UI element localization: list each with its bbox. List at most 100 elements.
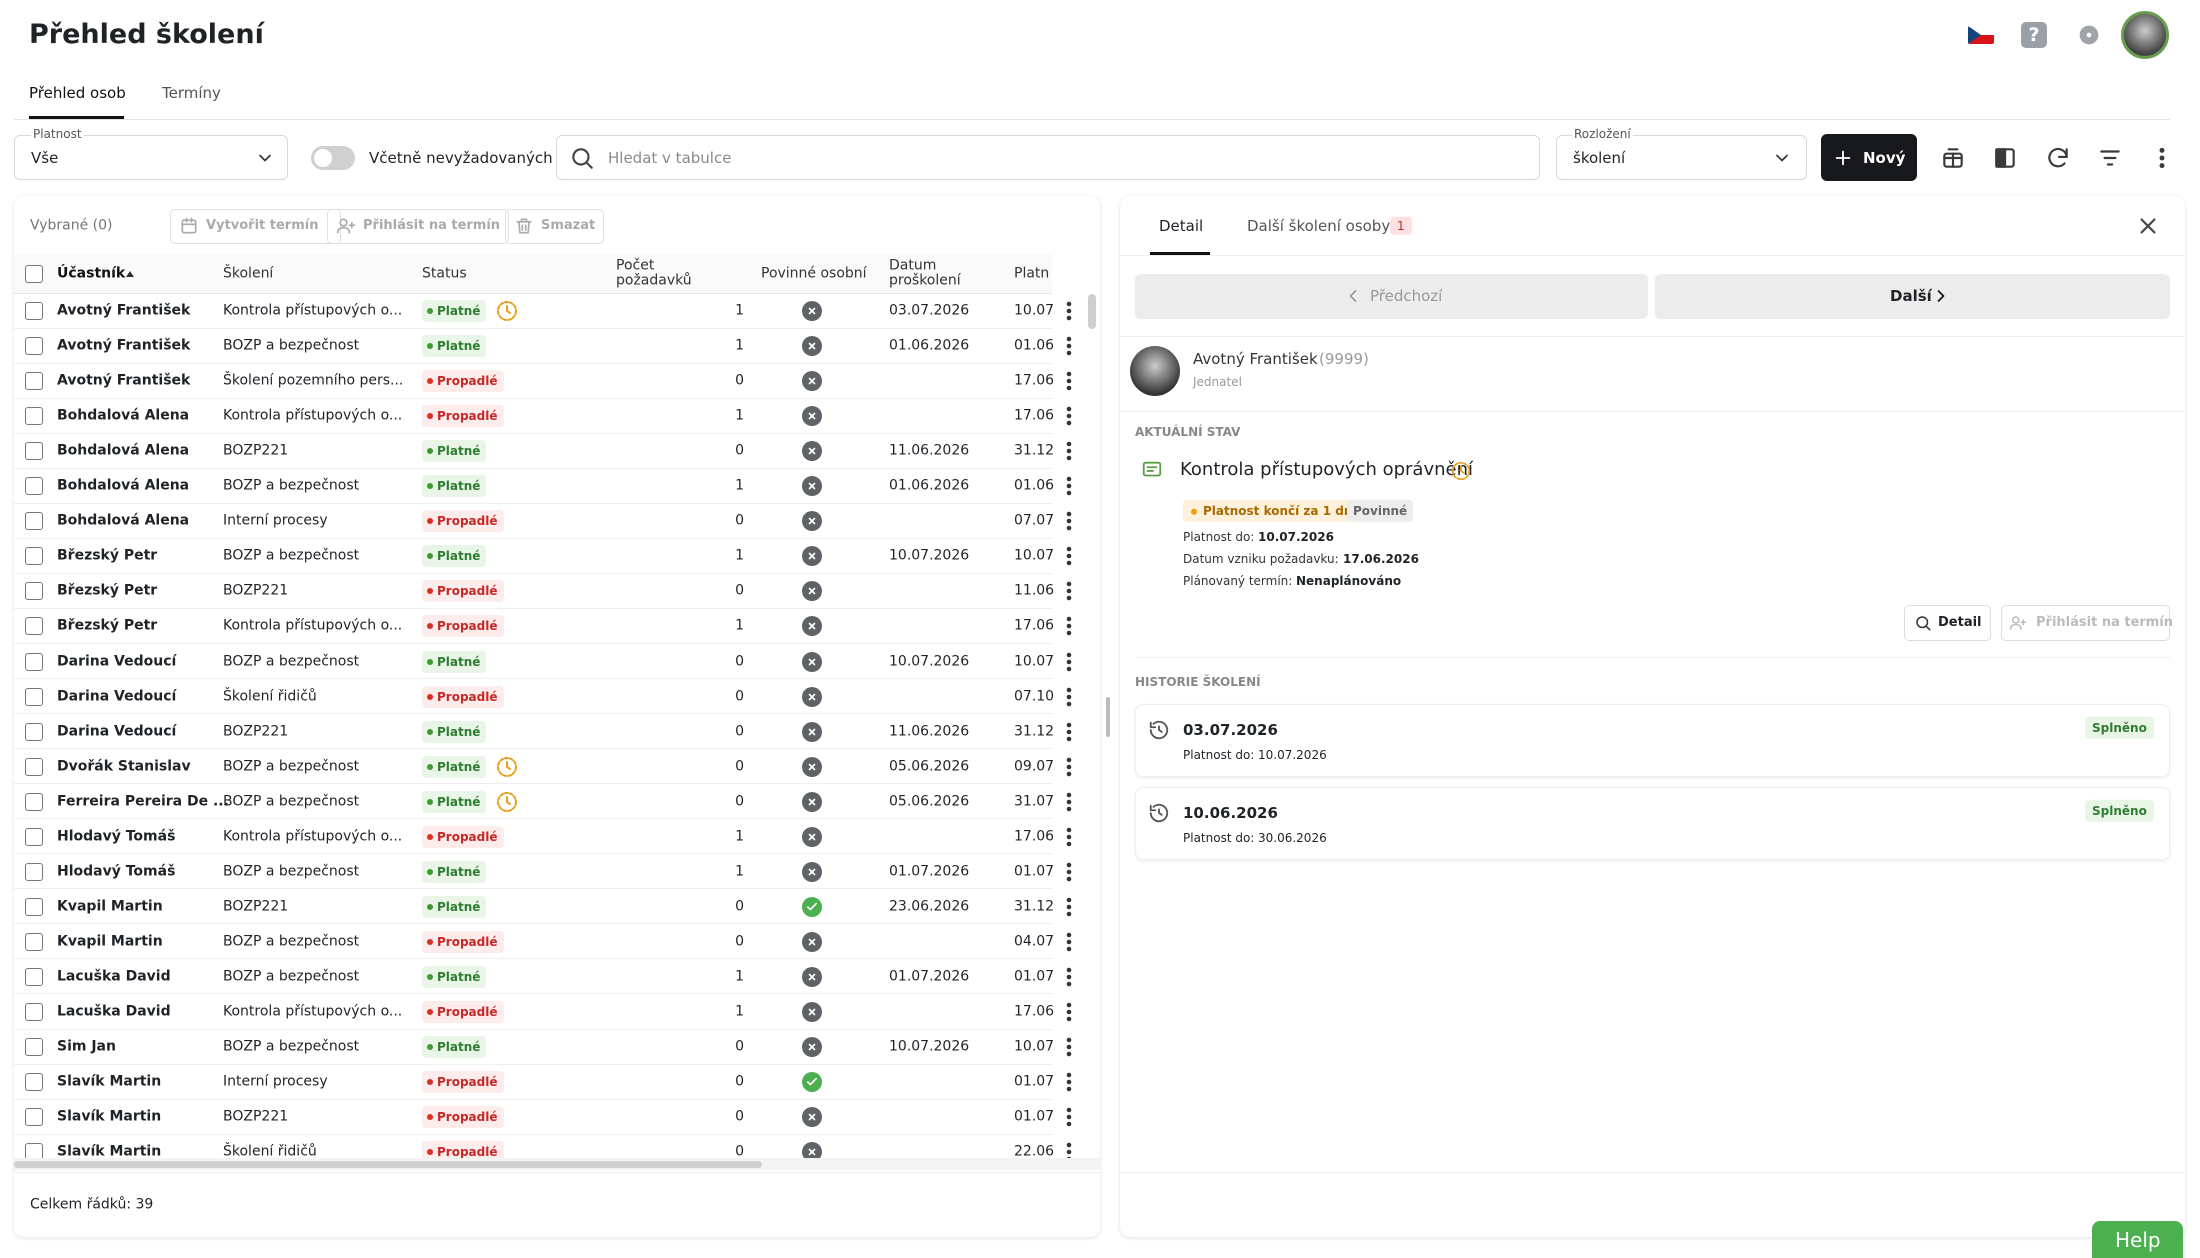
table-row[interactable] [14,644,1052,679]
row-menu[interactable] [1057,474,1081,498]
language-flag[interactable] [1968,26,1994,44]
checkbox[interactable] [25,512,43,531]
validity-select[interactable] [14,135,288,180]
help-button[interactable] [2092,1221,2183,1258]
row-menu[interactable] [1057,930,1081,954]
row-menu[interactable] [1057,650,1081,674]
row-menu[interactable] [1057,1070,1081,1094]
checkbox[interactable] [25,442,43,461]
refresh-icon[interactable] [2045,145,2071,171]
checkbox[interactable] [25,757,43,776]
search-box[interactable] [556,135,1540,180]
gift-icon[interactable] [1940,145,1966,171]
checkbox[interactable] [25,897,43,916]
checkbox[interactable] [25,407,43,426]
checkbox[interactable] [25,932,43,951]
table-row[interactable] [14,995,1052,1030]
table-row[interactable] [14,329,1052,364]
settings-icon[interactable] [2075,21,2103,49]
help-label[interactable]: Help [2115,1228,2161,1252]
table-row[interactable] [14,399,1052,434]
row-menu[interactable] [1057,509,1081,533]
row-menu[interactable] [1057,614,1081,638]
checkbox[interactable] [25,372,43,391]
row-menu[interactable] [1057,1035,1081,1059]
table-row[interactable] [14,504,1052,539]
table-row[interactable] [14,679,1052,715]
scroll-thumb[interactable] [14,1161,762,1168]
row-menu[interactable] [1057,755,1081,779]
table-row[interactable] [14,539,1052,574]
table-row[interactable] [14,1100,1052,1135]
checkbox[interactable] [25,722,43,741]
checkbox[interactable] [25,792,43,811]
toggle-switch[interactable] [311,146,355,170]
table-row[interactable] [14,1065,1052,1100]
row-menu[interactable] [1057,895,1081,919]
row-menu[interactable] [1057,369,1081,393]
checkbox[interactable] [25,1038,43,1057]
row-menu[interactable] [1057,860,1081,884]
register-button[interactable] [2001,605,2170,641]
checkbox[interactable] [25,337,43,356]
detail-tab[interactable]: Detail [1159,217,1204,235]
table-row[interactable] [14,1030,1052,1065]
table-row[interactable] [14,469,1052,504]
row-menu[interactable] [1057,965,1081,989]
toolbar-button[interactable] [327,209,509,244]
row-menu[interactable] [1057,334,1081,358]
toolbar-button[interactable] [505,209,604,244]
row-menu[interactable] [1057,825,1081,849]
column-header[interactable]: Datum proškolení [889,257,961,289]
checkbox[interactable] [25,1073,43,1092]
checkbox[interactable] [25,1108,43,1127]
column-header[interactable]: Účastník [57,265,126,282]
checkbox[interactable] [25,547,43,566]
next-button[interactable] [1655,274,2170,319]
row-menu[interactable] [1057,439,1081,463]
row-menu[interactable] [1057,404,1081,428]
row-menu[interactable] [1057,579,1081,603]
tab[interactable]: Termíny [162,84,221,102]
row-menu[interactable] [1057,544,1081,568]
row-menu[interactable] [1057,720,1081,744]
column-header[interactable]: Status [422,265,467,282]
table-row[interactable] [14,294,1052,329]
tab[interactable]: Přehled osob [29,84,126,102]
resize-handle[interactable] [1106,697,1110,737]
table-row[interactable] [14,784,1052,820]
table-row[interactable] [14,959,1052,995]
row-menu[interactable] [1057,685,1081,709]
column-header[interactable]: Platn [1014,265,1050,282]
detail-tab[interactable]: Další školení osoby [1247,217,1391,235]
checkbox[interactable] [25,302,43,320]
row-menu[interactable] [1057,1140,1081,1164]
table-row[interactable] [14,364,1052,399]
split-icon[interactable] [1992,145,2018,171]
table-row[interactable] [14,889,1052,925]
checkbox[interactable] [25,1003,43,1021]
checkbox[interactable] [25,687,43,706]
table-row[interactable] [14,434,1052,469]
column-header[interactable]: Povinné osobní [761,265,867,282]
checkbox[interactable] [25,477,43,496]
checkbox[interactable] [25,617,43,636]
checkbox[interactable] [25,582,43,601]
kebab-icon[interactable] [2149,145,2175,171]
row-menu[interactable] [1057,1105,1081,1129]
vscroll-thumb[interactable] [1088,294,1096,329]
table-row[interactable] [14,714,1052,750]
help-icon[interactable]: ? [2021,22,2047,48]
toolbar-button[interactable] [170,209,341,244]
filter-icon[interactable] [2097,145,2123,171]
table-row[interactable] [14,749,1052,785]
column-header[interactable]: Školení [223,265,274,282]
row-menu[interactable] [1057,299,1081,323]
checkbox[interactable] [25,827,43,846]
close-icon[interactable] [2135,213,2161,239]
prev-button[interactable] [1135,274,1648,319]
checkbox[interactable] [25,967,43,986]
checkbox[interactable] [25,265,43,283]
checkbox[interactable] [25,652,43,671]
row-menu[interactable] [1057,790,1081,814]
